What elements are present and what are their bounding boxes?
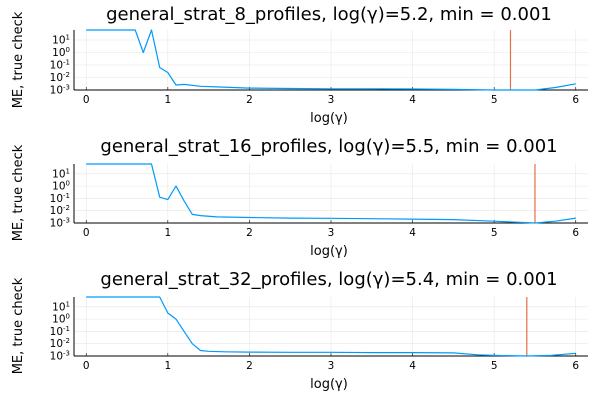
chart-panel-3: general_strat_32_profiles, log(γ)=5.4, m… bbox=[11, 269, 588, 392]
x-axis-label: log(γ) bbox=[310, 377, 348, 392]
y-tick-label: 101 bbox=[52, 34, 70, 47]
x-tick-labels: 0 1 2 3 4 5 6 bbox=[83, 87, 579, 106]
chart-title: general_strat_16_profiles, log(γ)=5.5, m… bbox=[100, 136, 557, 157]
y-tick-label: 10-3 bbox=[50, 84, 70, 97]
x-axis-label: log(γ) bbox=[310, 111, 348, 126]
x-tick-label: 3 bbox=[328, 94, 335, 106]
y-tick-label: 10-3 bbox=[50, 350, 70, 363]
x-tick-label: 1 bbox=[164, 94, 171, 106]
series-line bbox=[86, 296, 576, 357]
x-tick-label: 3 bbox=[328, 360, 335, 372]
chart-panel-2: general_strat_16_profiles, log(γ)=5.5, m… bbox=[11, 136, 588, 259]
x-tick-label: 0 bbox=[83, 94, 90, 106]
x-tick-label: 1 bbox=[164, 227, 171, 239]
chart-title: general_strat_32_profiles, log(γ)=5.4, m… bbox=[100, 269, 557, 290]
y-axis-label: ME, true check bbox=[11, 144, 26, 241]
x-tick-label: 3 bbox=[328, 227, 335, 239]
x-axis-label: log(γ) bbox=[310, 244, 348, 259]
plot-area bbox=[73, 29, 588, 91]
x-tick-label: 5 bbox=[491, 227, 498, 239]
y-axis-label: ME, true check bbox=[11, 277, 26, 374]
y-tick-label: 10-3 bbox=[50, 217, 70, 230]
y-tick-label: 100 bbox=[52, 313, 70, 326]
y-tick-label: 10-1 bbox=[50, 192, 70, 205]
y-axis-label: ME, true check bbox=[11, 11, 26, 108]
series-line bbox=[86, 163, 576, 224]
series-line bbox=[86, 29, 576, 91]
x-tick-label: 2 bbox=[246, 227, 253, 239]
x-tick-label: 2 bbox=[246, 360, 253, 372]
x-tick-label: 5 bbox=[491, 360, 498, 372]
x-tick-label: 1 bbox=[164, 360, 171, 372]
x-tick-label: 5 bbox=[491, 94, 498, 106]
plot-area bbox=[73, 163, 588, 224]
x-tick-label: 6 bbox=[572, 94, 579, 106]
x-tick-label: 4 bbox=[409, 360, 416, 372]
y-tick-label: 100 bbox=[52, 180, 70, 193]
x-tick-label: 0 bbox=[83, 360, 90, 372]
gridlines bbox=[74, 297, 588, 357]
x-tick-label: 6 bbox=[572, 227, 579, 239]
x-tick-label: 2 bbox=[246, 94, 253, 106]
y-tick-label: 100 bbox=[52, 46, 70, 59]
plot-area bbox=[73, 296, 588, 357]
x-tick-label: 4 bbox=[409, 94, 416, 106]
chart-title: general_strat_8_profiles, log(γ)=5.2, mi… bbox=[106, 4, 552, 25]
gridlines bbox=[74, 164, 588, 224]
y-tick-label: 10-2 bbox=[50, 337, 70, 350]
x-tick-label: 4 bbox=[409, 227, 416, 239]
y-tick-label: 10-2 bbox=[50, 204, 70, 217]
x-tick-label: 0 bbox=[83, 227, 90, 239]
y-tick-label: 10-1 bbox=[50, 325, 70, 338]
y-tick-label: 10-1 bbox=[50, 59, 70, 72]
y-tick-label: 101 bbox=[52, 167, 70, 180]
chart-panel-1: general_strat_8_profiles, log(γ)=5.2, mi… bbox=[11, 4, 588, 126]
y-tick-label: 10-2 bbox=[50, 71, 70, 84]
x-tick-label: 6 bbox=[572, 360, 579, 372]
y-tick-label: 101 bbox=[52, 300, 70, 313]
